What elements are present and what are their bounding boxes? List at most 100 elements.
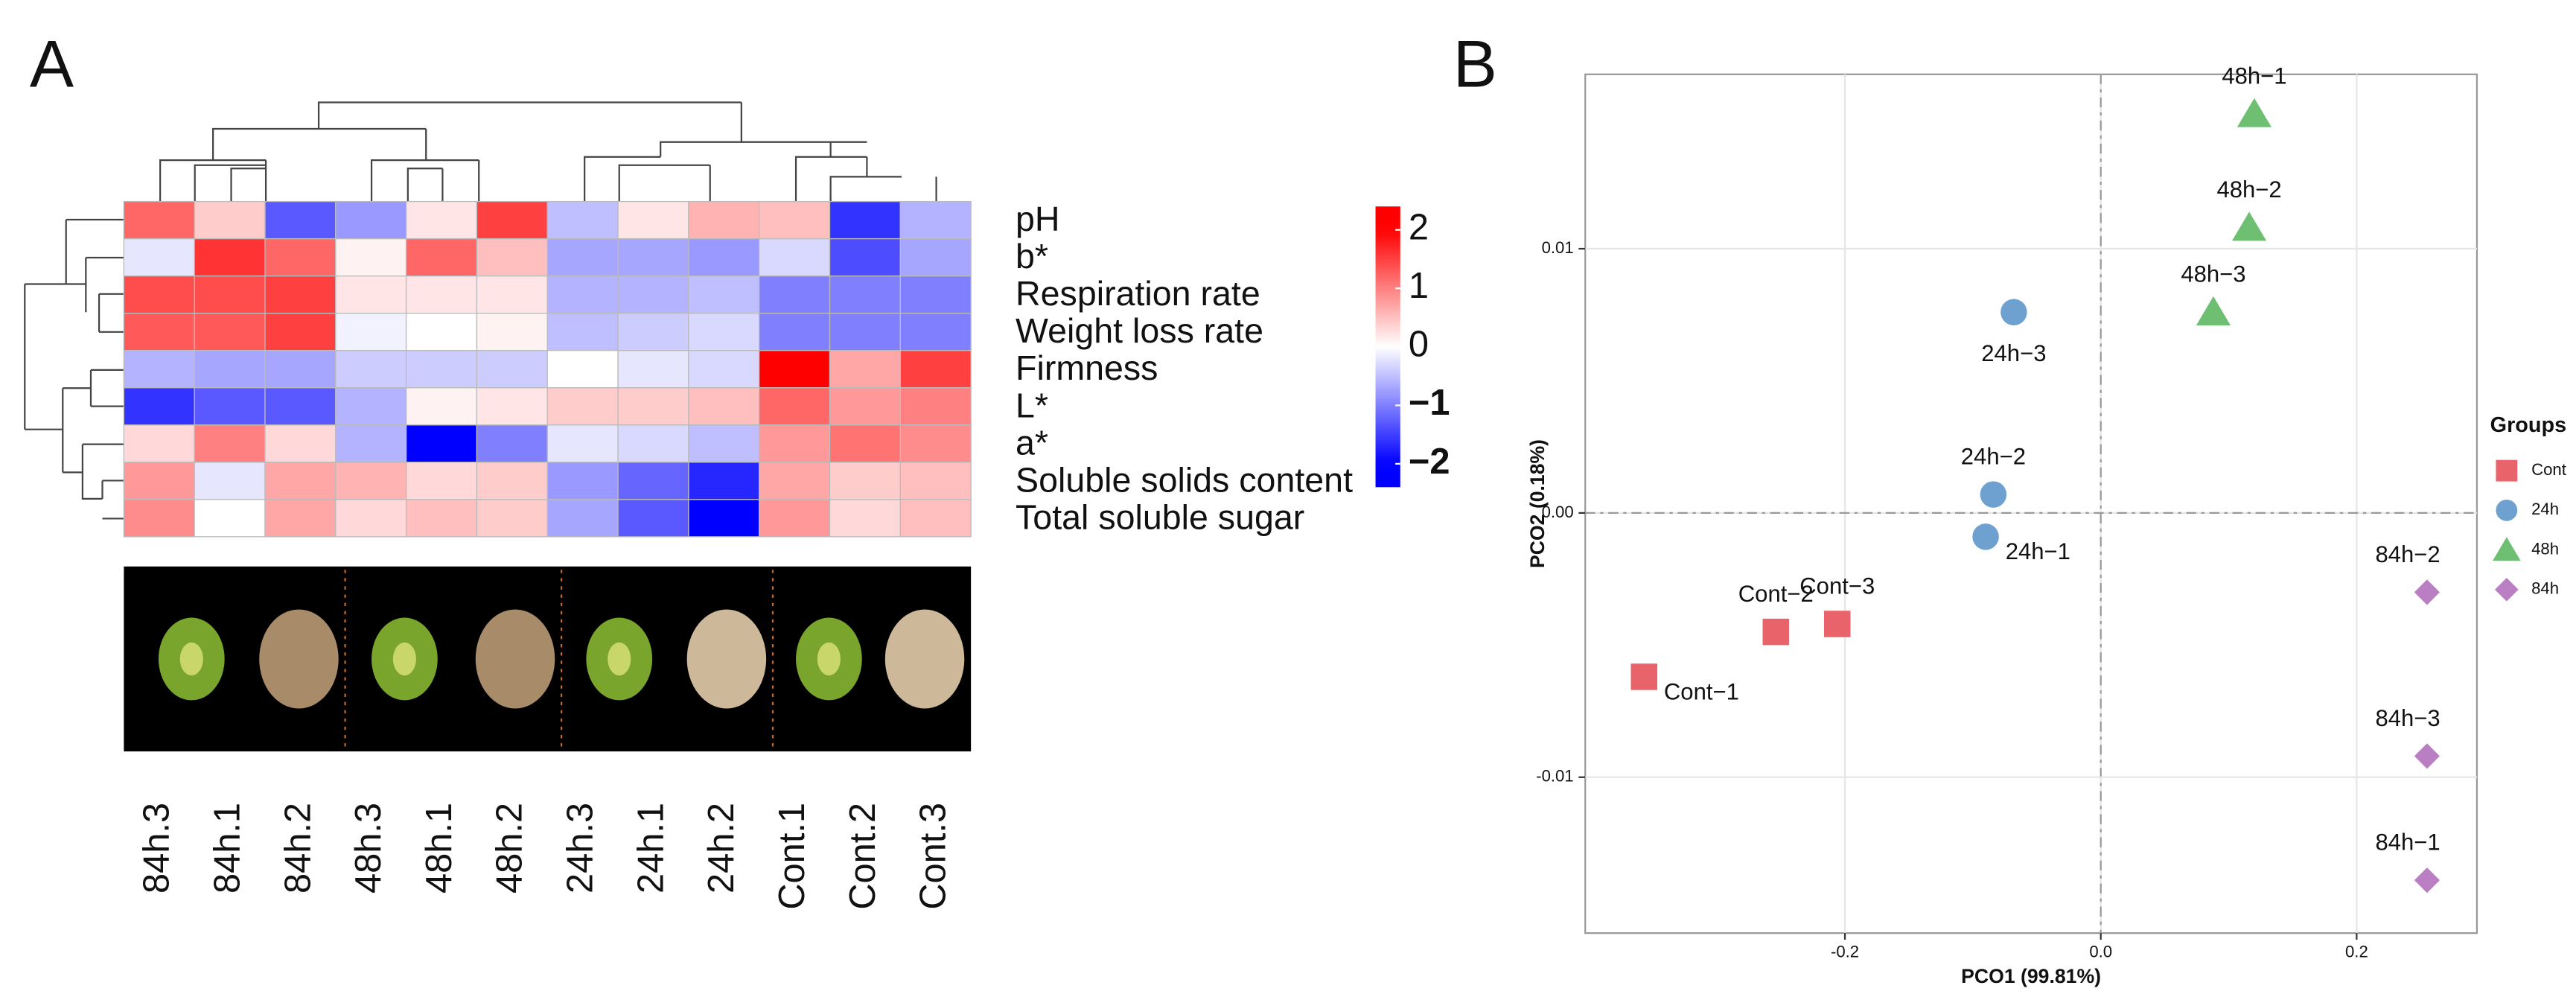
row-label: Weight loss rate xyxy=(1016,311,1263,350)
heatmap-cell xyxy=(688,313,760,351)
row-label: Total soluble sugar xyxy=(1016,497,1304,536)
heatmap-cell xyxy=(194,275,266,314)
heatmap-cell xyxy=(194,387,266,426)
point xyxy=(1824,611,1851,637)
colorbar-tick-label: 0 xyxy=(1409,325,1429,365)
column-dendrogram xyxy=(159,101,937,202)
heatmap-cell xyxy=(759,499,831,538)
heatmap-cell xyxy=(335,200,407,240)
heatmap-cell xyxy=(829,350,902,389)
heatmap-cell xyxy=(829,275,902,314)
column-label: 24h.1 xyxy=(631,803,671,894)
heatmap-cell xyxy=(617,200,689,240)
heatmap-cell xyxy=(405,462,478,500)
heatmap-cell xyxy=(617,424,689,463)
point xyxy=(2000,299,2027,325)
heatmap-cell xyxy=(405,238,478,277)
legend-label: 48h xyxy=(2531,539,2559,558)
heatmap-cell xyxy=(335,462,407,500)
heatmap-cell xyxy=(899,238,972,277)
heatmap-cell xyxy=(123,424,195,463)
heatmap-cell xyxy=(194,313,266,351)
point-label: Cont−2 xyxy=(1738,581,1814,607)
point-label: 84h−2 xyxy=(2375,541,2440,567)
heatmap-cell xyxy=(829,499,902,538)
colorbar-tick-label: −2 xyxy=(1409,442,1450,482)
legend-label: Cont xyxy=(2531,460,2566,479)
heatmap-cell xyxy=(899,313,972,351)
row-label: pH xyxy=(1016,200,1060,238)
heatmap-cell xyxy=(759,350,831,389)
panel-label: B xyxy=(1453,28,1497,101)
heatmap-cell xyxy=(546,499,619,538)
heatmap-cell xyxy=(123,313,195,351)
row-dendrogram xyxy=(24,218,124,520)
heatmap-cell xyxy=(264,350,337,389)
heatmap-cell xyxy=(829,462,902,500)
row-label: b* xyxy=(1016,237,1048,276)
y-tick-label: -0.01 xyxy=(1536,767,1574,786)
heatmap-cell xyxy=(476,200,548,240)
point-label: 24h−1 xyxy=(2006,538,2070,564)
column-label: 84h.1 xyxy=(207,803,247,894)
heatmap-cell xyxy=(688,462,760,500)
heatmap-cell xyxy=(476,499,548,538)
legend-label: 84h xyxy=(2531,579,2559,598)
point-label: 84h−1 xyxy=(2375,829,2440,856)
heatmap-cell xyxy=(617,499,689,538)
heatmap-cell xyxy=(405,313,478,351)
heatmap-cell xyxy=(264,499,337,538)
heatmap-cell xyxy=(829,200,902,240)
heatmap-cell xyxy=(194,424,266,463)
heatmap-cell xyxy=(476,238,548,277)
heatmap-cell xyxy=(617,462,689,500)
heatmap-cell xyxy=(829,313,902,351)
heatmap-cell xyxy=(759,424,831,463)
heatmap-cell xyxy=(264,387,337,426)
heatmap-cell xyxy=(405,350,478,389)
legend-label: 24h xyxy=(2531,500,2559,518)
row-label: Soluble solids content xyxy=(1016,460,1353,499)
heatmap-cell xyxy=(899,387,972,426)
heatmap-cell xyxy=(759,313,831,351)
heatmap-cell xyxy=(688,275,760,314)
heatmap-cell xyxy=(617,350,689,389)
heatmap-cell xyxy=(194,350,266,389)
point-label: 24h−2 xyxy=(1961,443,2026,469)
legend-marker xyxy=(2494,577,2519,602)
point xyxy=(2414,743,2440,769)
point xyxy=(1980,481,2007,508)
heatmap-cell xyxy=(617,313,689,351)
legend-marker xyxy=(2493,537,2521,561)
heatmap-cell xyxy=(264,424,337,463)
colorbar-tick-label: 2 xyxy=(1409,208,1429,248)
heatmap-cell xyxy=(194,238,266,277)
heatmap-cell xyxy=(335,350,407,389)
kiwi-photo-strip xyxy=(124,566,972,752)
heatmap-cell xyxy=(264,313,337,351)
heatmap-cell xyxy=(546,313,619,351)
legend-title: Groups xyxy=(2490,413,2567,437)
x-axis-title: PCO1 (99.81%) xyxy=(1961,965,2101,987)
heatmap-cell xyxy=(123,499,195,538)
point xyxy=(2237,98,2271,127)
heatmap-cell xyxy=(476,313,548,351)
heatmap-cell xyxy=(123,200,195,240)
x-tick-label: 0.2 xyxy=(2345,943,2368,961)
heatmap-cell xyxy=(899,275,972,314)
heatmap-cell xyxy=(264,200,337,240)
heatmap-cell xyxy=(759,238,831,277)
column-label: 48h.1 xyxy=(419,803,459,894)
row-label: L* xyxy=(1016,386,1048,424)
heatmap-cell xyxy=(476,462,548,500)
heatmap-cell xyxy=(405,499,478,538)
column-label: Cont.2 xyxy=(843,803,883,910)
heatmap-cell xyxy=(688,424,760,463)
heatmap-cell xyxy=(264,238,337,277)
row-label: Respiration rate xyxy=(1016,274,1260,313)
heatmap-cell xyxy=(194,499,266,538)
column-label: 84h.2 xyxy=(278,803,318,894)
column-label: 48h.3 xyxy=(348,803,389,894)
heatmap-cell xyxy=(123,350,195,389)
